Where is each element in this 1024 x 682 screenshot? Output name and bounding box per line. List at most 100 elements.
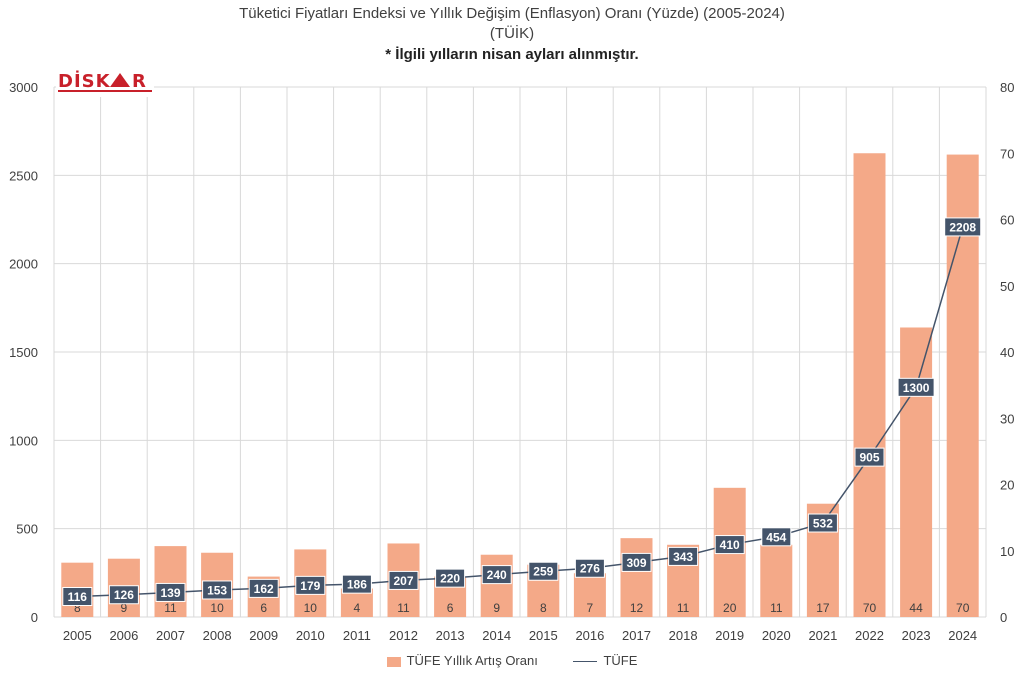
line-data-label-box (248, 578, 279, 598)
bar-data-label: 4 (354, 601, 361, 615)
line-data-label: 116 (68, 590, 88, 604)
bar-data-label: 11 (397, 601, 410, 615)
bar-data-label: 11 (164, 601, 177, 615)
bar-data-label: 10 (210, 601, 224, 615)
left-axis-tick-label: 2000 (9, 257, 38, 272)
line-data-label-box (761, 527, 792, 547)
chart-legend: TÜFE Yıllık Artış Oranı TÜFE (0, 652, 1024, 668)
bar-data-label: 7 (587, 601, 594, 615)
line-data-label: 186 (347, 578, 367, 592)
x-axis-tick-label: 2012 (389, 628, 418, 643)
bar-data-label: 70 (956, 601, 970, 615)
line-data-label: 220 (440, 572, 460, 586)
bar (853, 153, 886, 617)
line-data-label: 162 (254, 582, 274, 596)
x-axis-tick-label: 2019 (715, 628, 744, 643)
line-data-label-box (481, 565, 512, 585)
x-axis-tick-label: 2016 (575, 628, 604, 643)
x-axis-tick-label: 2008 (203, 628, 232, 643)
line-data-label-box (807, 513, 838, 533)
line-data-label: 126 (114, 588, 134, 602)
line-data-label-box (528, 561, 559, 581)
x-axis-tick-label: 2015 (529, 628, 558, 643)
left-axis-tick-label: 2500 (9, 168, 38, 183)
x-axis-tick-label: 2010 (296, 628, 325, 643)
x-axis-tick-label: 2023 (902, 628, 931, 643)
right-axis-tick-label: 10 (1000, 544, 1014, 559)
right-axis-tick-label: 50 (1000, 279, 1014, 294)
bar (900, 327, 933, 617)
line-data-label-box (341, 574, 372, 594)
line-data-label-box (155, 582, 186, 602)
bar-data-label: 8 (540, 601, 547, 615)
bar-data-label: 10 (304, 601, 318, 615)
line-data-label-box (108, 585, 139, 605)
left-axis-tick-label: 0 (31, 610, 38, 625)
line-data-label: 259 (533, 565, 553, 579)
line-data-label: 905 (859, 451, 879, 465)
line-data-label-box (897, 377, 935, 397)
bar-data-label: 17 (816, 601, 830, 615)
line-data-label-box (202, 580, 233, 600)
line-data-label: 179 (300, 579, 320, 593)
left-axis-tick-label: 3000 (9, 80, 38, 95)
x-axis-tick-label: 2011 (343, 628, 371, 643)
line-data-label-box (62, 587, 93, 607)
bar-data-label: 12 (630, 601, 644, 615)
right-axis-tick-label: 60 (1000, 213, 1014, 228)
chart-source: (TÜİK) (489, 25, 535, 42)
chart-canvas: 0 500 1000 1500 2000 2500 3000 0 10 20 30 40 50 60 70 8… (9, 80, 1014, 643)
x-axis-tick-label: 2009 (249, 628, 278, 643)
x-axis-tick-label: 2006 (109, 628, 138, 643)
bar-data-label: 9 (493, 601, 500, 615)
line-data-label-box (668, 546, 699, 566)
line-data-label: 410 (720, 538, 740, 552)
line-data-label: 1300 (903, 381, 930, 395)
legend-line-label: TÜFE (603, 653, 638, 669)
line-data-label-box (388, 570, 419, 590)
right-axis-tick-label: 20 (1000, 478, 1014, 493)
chart-title-block: Tüketici Fiyatları Endeksi ve Yıllık Değ… (0, 4, 1024, 66)
right-axis-tick-label: 70 (1000, 146, 1014, 161)
right-axis-tick-label: 40 (1000, 345, 1014, 360)
legend-bar-swatch (386, 656, 401, 667)
x-axis-tick-label: 2024 (948, 628, 977, 643)
chart-note: * İlgili yılların nisan ayları alınmıştı… (385, 46, 639, 63)
left-axis-tick-label: 1500 (9, 345, 38, 360)
left-axis-tick-label: 1000 (9, 433, 38, 448)
bar-data-label: 44 (909, 601, 923, 615)
bar-data-label: 6 (260, 601, 267, 615)
legend-bar-label: TÜFE Yıllık Artış Oranı (406, 653, 538, 669)
line-data-label-box (574, 558, 605, 578)
line-data-label-box (854, 447, 885, 467)
bar-data-label: 11 (770, 601, 783, 615)
x-axis-tick-label: 2013 (436, 628, 465, 643)
line-data-label: 207 (393, 574, 413, 588)
line-data-label: 309 (626, 556, 646, 570)
x-axis-tick-label: 2005 (63, 628, 92, 643)
line-data-label: 343 (673, 550, 693, 564)
right-axis-tick-label: 30 (1000, 411, 1014, 426)
bar-data-label: 11 (677, 601, 690, 615)
line-data-label: 532 (813, 517, 833, 531)
bar (620, 538, 653, 617)
line-data-label: 2208 (949, 220, 976, 234)
x-axis-tick-label: 2018 (669, 628, 698, 643)
legend-line-swatch (573, 661, 598, 663)
x-axis-tick-label: 2021 (808, 628, 837, 643)
line-data-label-box (714, 535, 745, 555)
svg-text:R: R (132, 71, 146, 92)
x-axis-tick-label: 2017 (622, 628, 651, 643)
bar-data-label: 20 (723, 601, 737, 615)
bar (760, 544, 793, 617)
bar-data-label: 8 (74, 601, 81, 615)
left-axis-tick-label: 500 (16, 522, 38, 537)
line-data-label: 153 (207, 583, 227, 597)
legend-item-bar: TÜFE Yıllık Artış Oranı (386, 653, 538, 669)
x-axis-tick-label: 2022 (855, 628, 884, 643)
chart-title: Tüketici Fiyatları Endeksi ve Yıllık Değ… (239, 5, 785, 22)
legend-item-line: TÜFE (573, 653, 637, 668)
line-data-label-box (435, 568, 466, 588)
line-data-label: 454 (766, 530, 786, 544)
line-data-label: 276 (580, 562, 600, 576)
